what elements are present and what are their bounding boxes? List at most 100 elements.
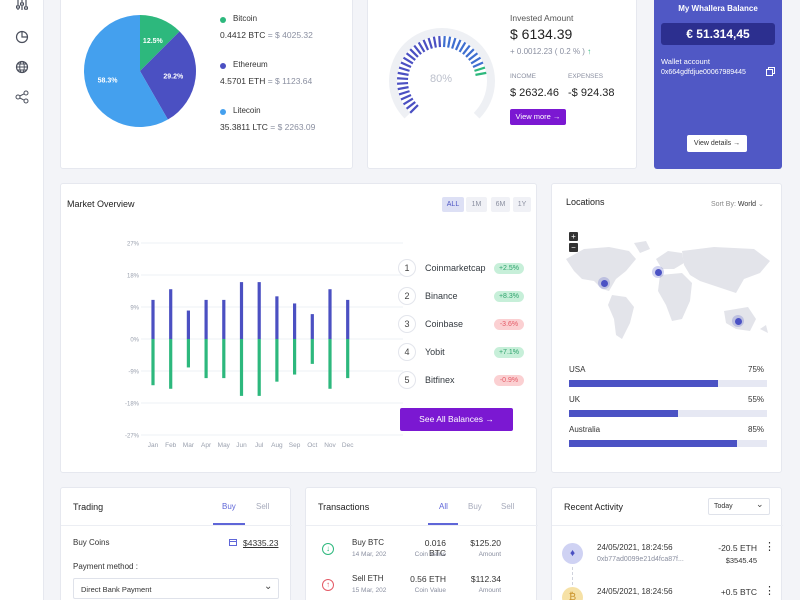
- sort-value: World: [737, 201, 757, 208]
- invest-card: 80% Invested Amount $ 6134.39 + 0.0012.2…: [367, 0, 637, 169]
- gauge-tick: [454, 39, 462, 51]
- transaction-type: Buy BTC: [352, 538, 385, 547]
- locations-card: Locations Sort By: World ⌄ + − USA 75% UK 5…: [551, 183, 782, 473]
- bar: [204, 299, 208, 339]
- location-marker-dot: [734, 317, 742, 325]
- exchange-name[interactable]: Binance: [425, 291, 458, 301]
- activity-card: Recent Activity Today ⌄ ♦ 24/05/2021, 18:…: [551, 487, 783, 600]
- view-more-button[interactable]: View more →: [510, 109, 566, 125]
- exchange-change-badge: +8.3%: [494, 291, 524, 302]
- exchange-rank: 4: [398, 343, 416, 361]
- activity-filter-select[interactable]: Today ⌄: [708, 498, 770, 515]
- activity-hash: 0xb77ad0099e21d4fca87f...: [597, 556, 684, 563]
- sort-dropdown[interactable]: Sort By: World ⌄: [711, 200, 764, 208]
- gauge-tick: [397, 71, 409, 76]
- chevron-down-icon: ⌄: [264, 581, 273, 592]
- pie-slice-label: 12.5%: [143, 38, 164, 45]
- pie-chart-icon[interactable]: [15, 30, 29, 44]
- location-progress: [569, 380, 767, 387]
- location-progress-fill: [569, 380, 718, 387]
- activity-amount: +0.5 BTC: [720, 587, 757, 597]
- more-options-icon[interactable]: ⋮: [764, 541, 775, 553]
- gauge-tick: [409, 104, 419, 114]
- locations-title: Locations: [566, 197, 605, 207]
- legend-value: 4.5701 ETH = $ 1123.64: [220, 76, 312, 86]
- transactions-tab-all[interactable]: All: [439, 502, 448, 511]
- trading-tab-buy[interactable]: Buy: [222, 502, 236, 511]
- see-all-balances-button[interactable]: See All Balances →: [400, 408, 513, 431]
- x-tick-label: Jun: [236, 442, 247, 449]
- x-tick-label: Nov: [324, 442, 336, 449]
- pie-slice: [84, 15, 168, 128]
- market-tab-1m[interactable]: 1M: [466, 197, 487, 212]
- transaction-amount-label: Amount: [478, 551, 501, 558]
- transaction-direction-icon: ↑: [322, 579, 334, 591]
- gauge-tick: [417, 41, 426, 53]
- gauge-tick: [397, 81, 409, 85]
- zoom-in-button[interactable]: +: [569, 232, 578, 241]
- legend-dot: [220, 63, 226, 69]
- bar: [293, 303, 297, 339]
- activity-divider: [552, 525, 783, 526]
- market-tab-6m[interactable]: 6M: [491, 197, 510, 212]
- legend-usd: = $ 2263.09: [267, 122, 316, 132]
- payment-method-select[interactable]: Direct Bank Payment ⌄: [73, 578, 279, 599]
- sort-label: Sort By:: [711, 201, 736, 208]
- exchange-name[interactable]: Coinbase: [425, 319, 464, 329]
- legend-name: Litecoin: [233, 106, 261, 115]
- view-details-button[interactable]: View details →: [687, 135, 747, 152]
- gauge-tick: [472, 61, 484, 69]
- globe-icon[interactable]: [15, 60, 29, 74]
- market-tab-all[interactable]: ALL: [442, 197, 464, 212]
- transaction-amount-label: Amount: [478, 587, 501, 594]
- gauge-tick: [402, 56, 414, 65]
- gauge-tick: [470, 56, 482, 65]
- gauge-tick: [398, 66, 410, 72]
- exchange-name[interactable]: Yobit: [425, 347, 445, 357]
- legend-value: 0.4412 BTC = $ 4025.32: [220, 30, 313, 40]
- y-tick-label: 0%: [130, 338, 139, 344]
- balance-title: My Whallera Balance: [678, 4, 758, 13]
- transactions-tab-sell[interactable]: Sell: [501, 502, 515, 511]
- wallet-label: Wallet account: [661, 57, 710, 66]
- transaction-coin-value: 0.016 BTC: [424, 538, 446, 558]
- bar: [310, 314, 314, 339]
- transaction-direction-icon: ↓: [322, 543, 334, 555]
- x-tick-label: May: [218, 442, 231, 449]
- balance-card: My Whallera Balance € 51.314,45 Wallet a…: [654, 0, 782, 169]
- exchange-name[interactable]: Coinmarketcap: [425, 263, 486, 273]
- market-tab-1y[interactable]: 1Y: [513, 197, 531, 212]
- bar: [186, 310, 190, 339]
- location-percent: 75%: [748, 365, 765, 374]
- copy-icon[interactable]: [766, 67, 775, 76]
- more-options-icon[interactable]: ⋮: [764, 585, 775, 597]
- market-bar-chart: 27% 18% 9% 0% -9% -18% -27% Jan Feb Mar Apr May Jun J…: [125, 242, 403, 449]
- legend-dot: [220, 17, 226, 23]
- y-tick-label: -27%: [125, 434, 140, 440]
- zoom-out-button[interactable]: −: [569, 243, 578, 252]
- bar: [169, 289, 173, 339]
- invested-title: Invested Amount: [510, 13, 574, 23]
- share-icon[interactable]: [15, 90, 29, 104]
- gauge-tick: [465, 48, 475, 58]
- ethereum-icon: ♦: [562, 543, 583, 564]
- gauge-tick: [462, 44, 471, 55]
- x-tick-label: Aug: [271, 442, 283, 449]
- gauge-tick: [451, 37, 457, 49]
- transaction-date: 14 Mar, 202: [352, 551, 387, 558]
- trading-tab-sell[interactable]: Sell: [256, 502, 270, 511]
- gauge-tick: [400, 61, 412, 69]
- x-tick-label: Oct: [307, 442, 317, 449]
- sliders-icon[interactable]: [15, 0, 29, 14]
- exchange-name[interactable]: Bitfinex: [425, 375, 455, 385]
- y-tick-label: -9%: [128, 370, 139, 376]
- gauge-tick: [427, 37, 433, 49]
- legend-value: 35.3811 LTC = $ 2263.09: [220, 122, 315, 132]
- pie-slice: [140, 15, 180, 71]
- transactions-tab-buy[interactable]: Buy: [468, 502, 482, 511]
- bar: [257, 282, 261, 339]
- wallet-icon: [229, 539, 237, 546]
- gauge-tick: [397, 86, 409, 91]
- invested-change-text: + 0.0012.23 ( 0.2 % ): [510, 47, 585, 56]
- gauge-tick: [405, 101, 416, 110]
